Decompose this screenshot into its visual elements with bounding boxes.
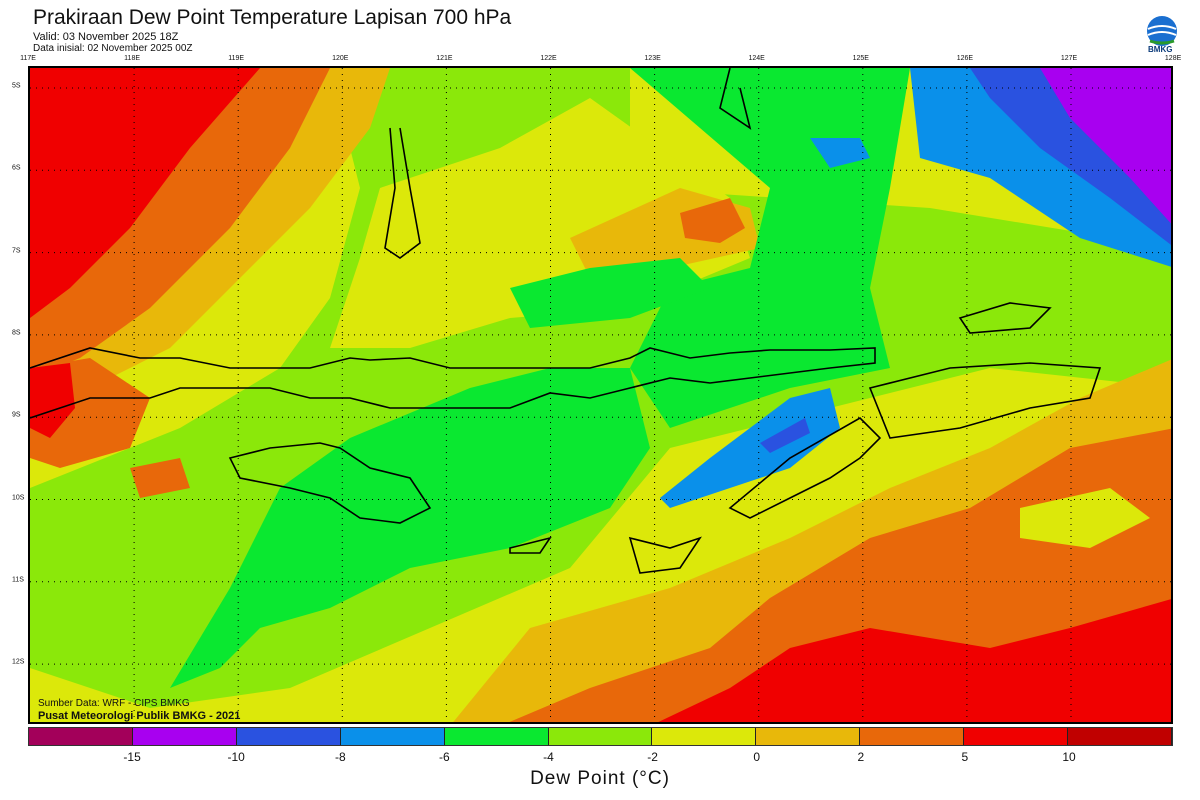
latitude-label: 9S [12,411,21,419]
initial-data-time: Data inisial: 02 November 2025 00Z [33,43,193,54]
field-yellow-se [1020,488,1150,548]
colorbar-bin [1068,728,1172,745]
colorbar-tick-label: 10 [1062,750,1076,764]
field-blue-patch [660,388,840,508]
longitude-label: 117E [20,55,36,62]
longitude-label: 121E [436,55,453,62]
longitude-label: 122E [540,55,557,62]
bmkg-logo-icon [1147,16,1177,46]
field-orange-sw [130,458,190,498]
colorbar-bin [29,728,133,745]
latitude-label: 8S [12,329,21,337]
logo-text: BMKG [1148,45,1173,54]
publisher-note: Pusat Meteorologi Publik BMKG - 2021 [38,710,241,722]
colorbar-bin [652,728,757,745]
colorbar-tick-label: -2 [647,750,658,764]
field-red-se [658,599,1171,722]
dew-point-map [28,66,1173,724]
colorbar-tick-label: -10 [227,750,245,764]
longitude-label: 123E [644,55,661,62]
latitude-label: 10S [12,494,25,501]
longitude-label: 127E [1060,55,1078,62]
colorbar-tick-label: -8 [334,750,346,764]
valid-time: Valid: 03 November 2025 18Z [33,31,179,43]
colorbar [28,727,1173,746]
field-purple-ne [1040,68,1171,224]
latitude-label: 12S [12,658,25,666]
colorbar-bin [444,728,549,745]
field-green-sw [170,368,650,688]
colorbar-bin [132,728,237,745]
map-title: Prakiraan Dew Point Temperature Lapisan … [33,6,512,29]
longitude-label: 119E [228,55,245,62]
longitude-label: 118E [124,55,141,62]
latitude-label: 6S [12,164,21,172]
field-blue-small [810,138,870,168]
colorbar-tick-label: -4 [543,750,554,764]
colorbar-bin [236,728,341,745]
field-red-nw [30,68,260,318]
field-orange-center [680,198,745,243]
colorbar-tick-label: 5 [961,750,969,764]
field-red-w [30,363,75,438]
graticule [30,68,1171,722]
colorbar-tick-label: -6 [439,750,450,764]
longitude-label: 124E [748,55,765,62]
latitude-label: 11S [12,576,24,584]
latitude-label: 5S [12,82,21,90]
longitude-label: 126E [956,55,974,62]
colorbar-tick-label: 2 [857,750,865,764]
colorbar-tick-label: 0 [753,750,761,764]
colorbar-bin [340,728,445,745]
colorbar-tick-label: -15 [123,750,141,764]
coastlines [30,68,1102,574]
latitude-label: 7S [12,247,21,255]
colorbar-bin [548,728,653,745]
source-data-note: Sumber Data: WRF - CIPS BMKG [38,698,190,709]
field-green-mid [510,258,710,328]
longitude-label: 120E [332,55,349,62]
colorbar-bin [756,728,861,745]
longitude-label: 128E [1164,55,1182,62]
field-darkblue-patch [760,418,810,453]
longitude-label: 125E [852,55,869,62]
colorbar-bin [860,728,965,745]
dew-point-field [30,68,1171,722]
colorbar-label: Dew Point (°C) [530,768,670,789]
colorbar-bin [964,728,1069,745]
